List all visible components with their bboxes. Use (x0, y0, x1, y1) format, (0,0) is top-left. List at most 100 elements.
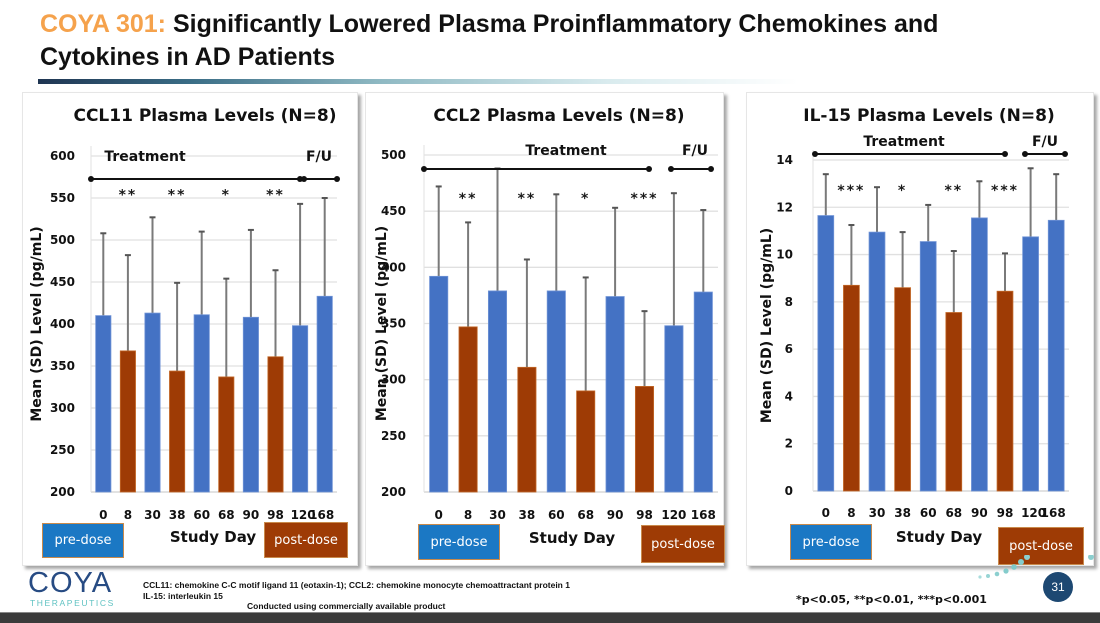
x-tick-label: 90 (243, 508, 260, 522)
y-tick-label: 4 (785, 389, 793, 403)
y-tick-label: 8 (785, 295, 793, 309)
bar-pre-dose (664, 325, 684, 493)
y-tick-label: 450 (50, 275, 75, 289)
bar-post-dose (576, 390, 596, 493)
x-tick-label: 0 (99, 508, 107, 522)
x-tick-label: 168 (691, 508, 716, 522)
follow-up-label: F/U (682, 143, 708, 159)
legend-post-dose-ccl2: post-dose (641, 525, 725, 563)
follow-up-phase-line-end (1022, 151, 1028, 157)
legend-pre-dose-ccl11: pre-dose (42, 523, 124, 558)
y-tick-label: 450 (381, 204, 406, 218)
page-number-badge: 31 (1043, 572, 1073, 602)
methods-note: Conducted using commercially available p… (247, 601, 446, 611)
y-tick-label: 400 (381, 260, 406, 274)
title-accent: COYA 301: (40, 10, 166, 38)
bar-pre-dose (316, 295, 333, 493)
y-tick-label: 10 (776, 248, 793, 262)
chart-ccl11: CCL11 Plasma Levels (N=8)200250300350400… (29, 106, 340, 546)
x-tick-label: 38 (169, 508, 186, 522)
abbrev-line1: CCL11: chemokine C-C motif ligand 11 (eo… (143, 580, 570, 590)
follow-up-phase-line-end (708, 166, 714, 172)
follow-up-phase-line-end (1062, 151, 1068, 157)
bar-pre-dose (971, 217, 988, 492)
x-tick-label: 120 (661, 508, 686, 522)
chart-title: IL-15 Plasma Levels (N=8) (803, 106, 1054, 126)
y-tick-label: 500 (381, 148, 406, 162)
treatment-phase-line-end (421, 166, 427, 172)
significance-marker: ** (266, 188, 285, 204)
significance-marker: *** (631, 191, 659, 207)
abbrev-line2: IL-15: interleukin 15 (143, 591, 223, 601)
treatment-phase-line-end (812, 151, 818, 157)
bar-pre-dose (95, 315, 112, 493)
logo-subtitle: THERAPEUTICS (30, 598, 115, 608)
title-line1: Significantly Lowered Plasma Proinflamma… (166, 10, 939, 38)
title-separator (38, 79, 798, 84)
legend-post-dose-ccl11: post-dose (264, 522, 348, 558)
treatment-label: Treatment (104, 149, 186, 165)
bar-post-dose (517, 366, 537, 493)
x-tick-label: 98 (636, 508, 653, 522)
bar-pre-dose (546, 290, 566, 493)
bar-pre-dose (429, 275, 449, 493)
x-axis-label: Study Day (170, 528, 257, 546)
y-tick-label: 200 (381, 485, 406, 499)
significance-marker: ** (459, 191, 478, 207)
significance-marker: *** (837, 183, 865, 199)
bar-post-dose (267, 356, 284, 493)
title-line2: Cytokines in AD Patients (40, 43, 335, 71)
bar-post-dose (458, 326, 478, 493)
y-tick-label: 300 (381, 373, 406, 387)
x-tick-label: 8 (847, 506, 855, 520)
x-tick-label: 30 (869, 506, 886, 520)
bar-pre-dose (693, 291, 713, 493)
chart-il15: IL-15 Plasma Levels (N=8)02468101214Mean… (759, 106, 1069, 546)
x-tick-label: 38 (519, 508, 536, 522)
chart-panel-il15: IL-15 Plasma Levels (N=8) 0 2 4 6 8 10 12 14 Mean… (746, 92, 1094, 566)
y-tick-label: 250 (50, 443, 75, 457)
follow-up-label: F/U (306, 149, 332, 165)
y-tick-label: 2 (785, 437, 793, 451)
significance-marker: * (581, 191, 590, 207)
y-tick-label: 0 (785, 484, 793, 498)
x-tick-label: 0 (822, 506, 830, 520)
chart-title: CCL2 Plasma Levels (N=8) (433, 106, 684, 126)
x-axis-label: Study Day (896, 528, 983, 546)
x-tick-label: 30 (144, 508, 161, 522)
bar-pre-dose (242, 316, 259, 493)
bar-pre-dose (605, 296, 625, 493)
bar-pre-dose (193, 314, 210, 493)
x-tick-label: 38 (894, 506, 911, 520)
x-tick-label: 60 (193, 508, 210, 522)
bar-pre-dose (487, 290, 508, 493)
x-tick-label: 90 (607, 508, 624, 522)
x-tick-label: 30 (489, 508, 506, 522)
x-tick-label: 90 (971, 506, 988, 520)
treatment-phase-line-end (646, 166, 652, 172)
bar-post-dose (169, 370, 186, 493)
bar-pre-dose (1047, 219, 1065, 492)
y-axis-label: Mean (SD) Level (pg/mL) (29, 226, 45, 421)
significance-marker: ** (518, 191, 537, 207)
bar-pre-dose (919, 241, 937, 492)
bar-pre-dose (1022, 236, 1039, 492)
bar-post-dose (843, 284, 860, 492)
y-tick-label: 250 (381, 429, 406, 443)
chart-panel-ccl11: CCL11 Plasma Levels (N=8) 200 250 300 350 400… (22, 92, 358, 566)
bar-post-dose (945, 312, 963, 492)
coya-logo: COYA THERAPEUTICS (28, 568, 128, 610)
significance-marker: * (222, 188, 231, 204)
y-tick-label: 300 (50, 401, 75, 415)
follow-up-phase-line-end (668, 166, 674, 172)
y-tick-label: 6 (785, 342, 793, 356)
follow-up-phase-line-end (301, 176, 307, 182)
y-tick-label: 400 (50, 317, 75, 331)
y-tick-label: 14 (776, 153, 793, 167)
y-axis-label: Mean (SD) Level (pg/mL) (759, 228, 775, 423)
pvalue-legend: *p<0.05, **p<0.01, ***p<0.001 (796, 593, 987, 606)
x-tick-label: 60 (548, 508, 565, 522)
bar-pre-dose (144, 312, 161, 493)
x-tick-label: 0 (435, 508, 443, 522)
bar-post-dose (634, 386, 655, 493)
